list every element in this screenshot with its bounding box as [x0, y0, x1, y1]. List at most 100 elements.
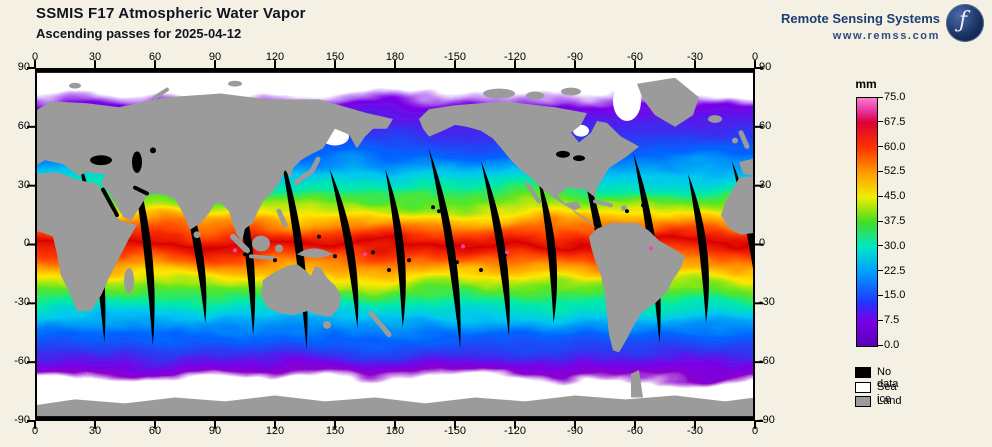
- colorbar-tick-label: 37.5: [884, 215, 906, 227]
- lat-tick-label: -30: [14, 296, 30, 308]
- legend-label: Sea ice: [877, 380, 897, 405]
- lon-tick-label: 0: [31, 51, 39, 63]
- colorbar-tick-mark: [878, 319, 883, 321]
- land-svalbard: [69, 82, 81, 89]
- page-title: SSMIS F17 Atmospheric Water Vapor: [36, 5, 306, 22]
- lat-tick-label: -90: [759, 414, 775, 426]
- no-data-swath: [385, 169, 406, 328]
- colorbar-tick-label: 60.0: [884, 140, 906, 153]
- no-data-speck: [625, 209, 629, 214]
- colorbar-tick-label: 75.0: [884, 91, 906, 103]
- no-data-speck: [273, 258, 277, 263]
- lat-tick-label: -30: [759, 296, 775, 308]
- land-tasmania: [323, 320, 331, 329]
- no-data-speck: [479, 268, 483, 272]
- aral-sea: [150, 147, 156, 154]
- land-africa: [35, 171, 137, 312]
- lat-tick-label: 60: [759, 120, 772, 132]
- lon-tick-label: 120: [265, 51, 285, 63]
- brand-name: Remote Sensing Systems: [781, 11, 940, 26]
- legend-label: No data: [877, 366, 899, 390]
- lat-tick-label: 90: [17, 61, 30, 73]
- high-vapor-speck: [461, 244, 465, 249]
- colorbar-tick-label: 52.5: [884, 165, 906, 178]
- great-lakes-2: [573, 155, 585, 162]
- no-data-swath: [231, 161, 256, 335]
- lon-tick-label: -90: [567, 425, 583, 437]
- no-data-speck: [455, 260, 459, 265]
- lon-tick-label: -120: [503, 425, 527, 437]
- lat-tick-label: 0: [759, 237, 766, 249]
- land-eurasia: [35, 93, 393, 242]
- no-data-swath: [481, 161, 510, 336]
- brand-url-link[interactable]: www.remss.com: [832, 30, 940, 42]
- no-data-speck: [317, 234, 321, 239]
- land-masses: [35, 77, 755, 421]
- colorbar-tick-label: 7.5: [884, 314, 900, 327]
- lat-tick-label: 0: [23, 237, 30, 249]
- high-vapor-speck: [649, 246, 653, 251]
- land-north-america: [419, 101, 639, 229]
- lon-tick-label: 180: [385, 425, 405, 437]
- lon-tick-label: -120: [503, 51, 527, 63]
- no-data-swath: [130, 151, 155, 346]
- land-philippines: [276, 208, 288, 228]
- axis-ticks: [27, 60, 763, 429]
- land-uk: [738, 130, 750, 149]
- lat-tick-label: -90: [14, 414, 30, 426]
- colorbar-tick-label: 0.0: [884, 339, 900, 351]
- lon-tick-label: 90: [208, 51, 222, 63]
- colorbar-tick-mark: [878, 270, 883, 272]
- map-frame: [27, 60, 763, 429]
- high-vapor-speck: [363, 252, 367, 257]
- land-antarctic-peninsula: [631, 370, 643, 398]
- black-sea: [90, 155, 112, 166]
- world-map: [27, 60, 763, 429]
- colorbar-tick-mark: [878, 245, 883, 247]
- no-data-speck: [387, 268, 391, 272]
- lon-tick-label: -90: [567, 51, 583, 63]
- no-data-speck: [351, 264, 355, 269]
- no-data-swath: [688, 173, 709, 323]
- land-antarctica: [35, 395, 755, 421]
- lon-tick-label: 0: [31, 425, 39, 437]
- land-baja: [525, 181, 541, 204]
- lon-tick-label: 30: [88, 51, 102, 63]
- lon-tick-label: 0: [751, 51, 759, 63]
- no-data-speck: [371, 250, 375, 255]
- no-data-swath: [329, 168, 359, 329]
- land-severnaya: [228, 80, 242, 87]
- globe-logo-icon: ƒ: [946, 4, 984, 42]
- colorbar-tick-label: 30.0: [884, 239, 906, 252]
- colorbar-tick-mark: [878, 294, 883, 296]
- land-sri-lanka: [193, 231, 201, 239]
- no-data-swath: [279, 147, 308, 350]
- lon-tick-label: 60: [148, 51, 162, 63]
- no-data-speck: [243, 252, 247, 257]
- land-iberia-wrap: [739, 158, 755, 176]
- land-hispaniola: [621, 205, 627, 212]
- lon-tick-label: 180: [385, 51, 405, 63]
- land-australia: [261, 264, 341, 318]
- lon-tick-label: -30: [687, 425, 703, 437]
- no-data-speck: [437, 209, 441, 214]
- island-specks: [233, 203, 653, 272]
- great-lakes-1: [556, 150, 570, 158]
- lon-tick-label: -60: [627, 51, 643, 63]
- red-sea: [101, 187, 119, 218]
- lat-tick-label: 90: [759, 61, 772, 73]
- colorbar-tick-mark: [878, 96, 883, 98]
- no-data-speck: [407, 258, 411, 263]
- colorbar-tick-mark: [878, 195, 883, 197]
- land-greenland: [637, 77, 699, 127]
- lon-tick-label: 120: [265, 425, 285, 437]
- land-new-zealand-south: [378, 322, 392, 338]
- page-subtitle: Ascending passes for 2025-04-12: [36, 26, 242, 41]
- lon-tick-label: 90: [208, 425, 222, 437]
- no-data-swath: [537, 173, 558, 324]
- colorbar-tick-mark: [878, 220, 883, 222]
- lat-tick-label: -60: [14, 355, 30, 367]
- legend-swatch: [855, 396, 871, 407]
- land-south-america: [589, 222, 685, 353]
